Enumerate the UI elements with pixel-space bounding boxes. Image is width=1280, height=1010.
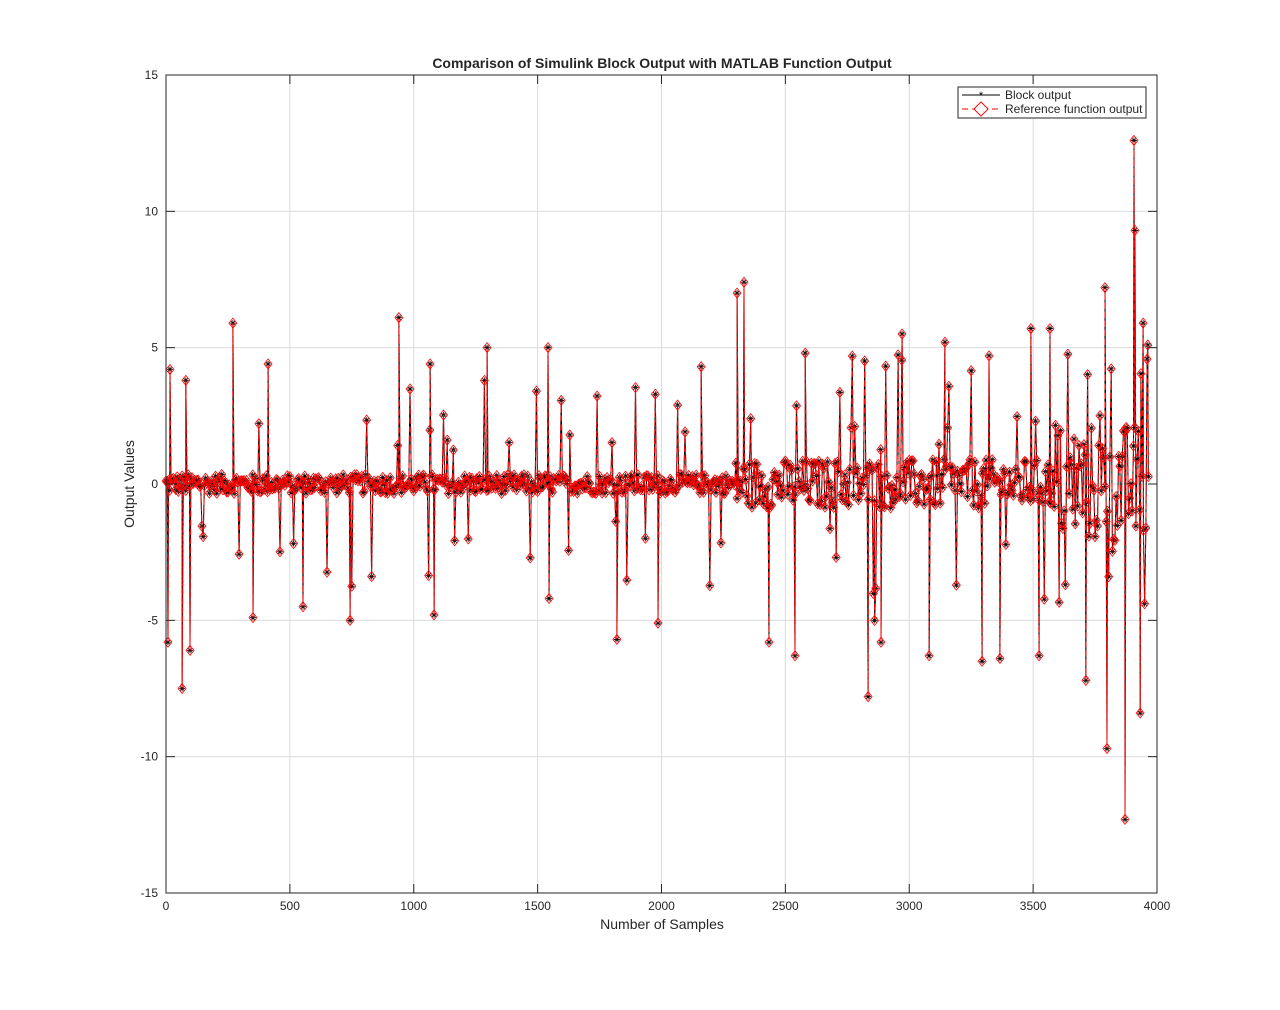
- chart-title: Comparison of Simulink Block Output with…: [432, 55, 892, 71]
- block-output-marker: [383, 477, 390, 484]
- block-output-marker: [345, 485, 352, 492]
- block-output-marker: [472, 488, 479, 495]
- block-output-marker: [530, 482, 537, 489]
- block-output-marker: [398, 489, 405, 496]
- block-output-marker: [485, 486, 492, 493]
- block-output-marker: [301, 473, 308, 480]
- block-output-marker: [459, 482, 466, 489]
- x-tick-label: 500: [280, 899, 300, 913]
- block-output-marker: [253, 481, 260, 488]
- y-tick-label: 0: [151, 477, 158, 491]
- block-output-marker: [165, 477, 172, 484]
- x-tick-label: 2500: [772, 899, 799, 913]
- block-output-marker: [265, 361, 272, 368]
- legend-label-reference: Reference function output: [1005, 102, 1143, 116]
- x-tick-label: 2000: [648, 899, 675, 913]
- block-output-marker: [416, 483, 423, 490]
- block-output-marker: [255, 420, 262, 427]
- x-tick-label: 3500: [1020, 899, 1047, 913]
- block-output-marker: [457, 489, 464, 496]
- plot-lines: [161, 134, 1153, 826]
- block-output-marker: [362, 471, 369, 478]
- legend-label-block: Block output: [1005, 88, 1072, 102]
- x-tick-label: 1500: [524, 899, 551, 913]
- block-output-marker: [431, 486, 438, 493]
- block-output-marker: [276, 548, 283, 555]
- block-output-marker: [368, 573, 375, 580]
- block-output-marker: [290, 540, 297, 547]
- block-output-marker: [285, 478, 292, 485]
- block-output-marker: [295, 475, 302, 482]
- block-output-marker: [185, 471, 192, 478]
- block-output-marker: [452, 489, 459, 496]
- block-output-marker: [363, 417, 370, 424]
- block-output-marker: [546, 595, 553, 602]
- block-output-marker: [408, 476, 415, 483]
- block-output-marker: [249, 614, 256, 621]
- block-output-marker: [348, 583, 355, 590]
- block-output-marker: [212, 473, 219, 480]
- block-output-marker: [293, 484, 300, 491]
- x-tick-label: 1000: [400, 899, 427, 913]
- block-output-marker: [213, 490, 220, 497]
- block-output-marker: [394, 442, 401, 449]
- block-output-marker: [418, 474, 425, 481]
- block-output-marker: [484, 344, 491, 351]
- block-output-marker: [425, 572, 432, 579]
- block-output-marker: [187, 647, 194, 654]
- asterisk-icon: *: [979, 90, 984, 102]
- block-output-marker: [298, 484, 305, 491]
- y-tick-label: -15: [141, 886, 159, 900]
- block-output-marker: [545, 344, 552, 351]
- block-output-marker: [166, 487, 173, 494]
- block-output-marker: [427, 361, 434, 368]
- block-output-marker: [324, 569, 331, 576]
- block-output-marker: [336, 486, 343, 493]
- y-tick-label: 10: [145, 204, 159, 218]
- block-output-marker: [494, 484, 501, 491]
- block-output-marker: [310, 475, 317, 482]
- x-tick-label: 4000: [1144, 899, 1171, 913]
- block-output-marker: [164, 639, 171, 646]
- legend[interactable]: * Block output Reference function output: [957, 86, 1147, 119]
- block-output-marker: [501, 473, 508, 480]
- block-output-marker: [347, 474, 354, 481]
- block-output-marker: [333, 489, 340, 496]
- x-tick-label: 3000: [896, 899, 923, 913]
- y-tick-label: 15: [145, 68, 159, 82]
- block-output-marker: [395, 314, 402, 321]
- y-tick-label: -5: [147, 613, 158, 627]
- block-output-marker: [302, 490, 309, 497]
- block-output-marker: [379, 474, 386, 481]
- block-output-marker: [166, 366, 173, 373]
- block-output-marker: [263, 472, 270, 479]
- y-tick-label: -10: [141, 750, 159, 764]
- block-output-marker: [407, 385, 414, 392]
- block-output-marker: [249, 472, 256, 479]
- block-output-marker: [372, 487, 379, 494]
- x-tick-label: 0: [163, 899, 170, 913]
- block-output-marker: [506, 439, 513, 446]
- block-output-marker: [347, 617, 354, 624]
- block-output-marker: [248, 488, 255, 495]
- block-output-marker: [539, 483, 546, 490]
- y-axis-label: Output Values: [121, 440, 137, 528]
- block-output-marker: [174, 473, 181, 480]
- block-output-marker: [421, 479, 428, 486]
- block-output-marker: [182, 377, 189, 384]
- block-output-marker: [221, 477, 228, 484]
- x-axis-label: Number of Samples: [600, 916, 724, 932]
- block-output-marker: [478, 485, 485, 492]
- y-tick-label: 5: [151, 341, 158, 355]
- block-output-marker: [207, 481, 214, 488]
- block-output-marker: [481, 377, 488, 384]
